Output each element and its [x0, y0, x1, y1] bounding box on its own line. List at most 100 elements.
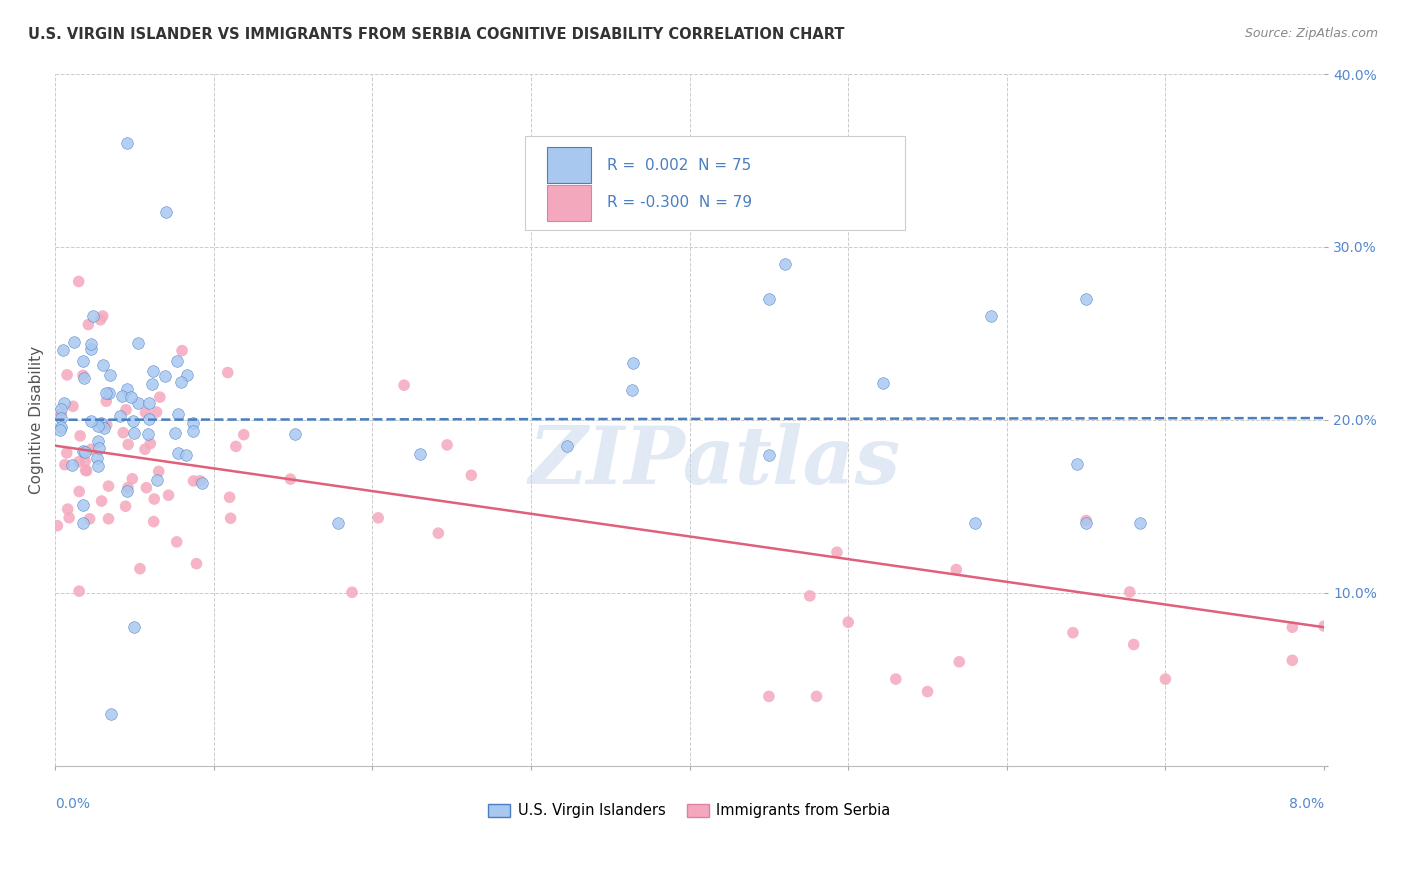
- Point: [97, 479, 120, 493]
- Point: [96, 394, 118, 409]
- Point: [1122, 638, 1144, 652]
- Point: [917, 684, 939, 698]
- Point: [872, 376, 894, 391]
- Point: [80, 414, 103, 428]
- Point: [111, 389, 134, 403]
- Point: [460, 468, 482, 483]
- Point: [143, 491, 166, 506]
- Point: [326, 516, 349, 531]
- Point: [166, 535, 188, 549]
- Point: [87, 441, 110, 455]
- Point: [1074, 514, 1097, 528]
- Point: [758, 690, 780, 704]
- Point: [87, 434, 110, 448]
- Point: [145, 405, 167, 419]
- Point: [82, 309, 104, 323]
- Point: [945, 562, 967, 576]
- Text: R =  0.002  N = 75: R = 0.002 N = 75: [607, 158, 751, 173]
- Point: [1074, 292, 1097, 306]
- Point: [112, 425, 135, 440]
- Point: [93, 421, 115, 435]
- Point: [799, 589, 821, 603]
- Point: [166, 407, 188, 421]
- Legend: U.S. Virgin Islanders, Immigrants from Serbia: U.S. Virgin Islanders, Immigrants from S…: [482, 797, 897, 824]
- Point: [117, 437, 139, 451]
- Point: [217, 366, 239, 380]
- Point: [129, 562, 152, 576]
- Point: [806, 690, 828, 704]
- Point: [75, 454, 97, 468]
- Point: [367, 511, 389, 525]
- Point: [117, 481, 139, 495]
- Point: [67, 584, 90, 599]
- Point: [96, 417, 118, 432]
- Point: [1119, 585, 1142, 599]
- Point: [758, 448, 780, 462]
- Point: [1062, 625, 1084, 640]
- Point: [884, 672, 907, 686]
- Point: [166, 354, 188, 368]
- Point: [49, 402, 72, 417]
- Point: [128, 396, 150, 410]
- Point: [86, 450, 108, 465]
- Point: [139, 436, 162, 450]
- Point: [62, 334, 84, 349]
- Point: [980, 309, 1002, 323]
- Point: [340, 585, 363, 599]
- Point: [90, 416, 112, 430]
- Point: [73, 371, 96, 385]
- Text: U.S. VIRGIN ISLANDER VS IMMIGRANTS FROM SERBIA COGNITIVE DISABILITY CORRELATION : U.S. VIRGIN ISLANDER VS IMMIGRANTS FROM …: [28, 27, 845, 42]
- Point: [141, 376, 163, 391]
- Point: [138, 395, 160, 409]
- Point: [72, 498, 94, 512]
- Point: [49, 420, 72, 434]
- Text: 8.0%: 8.0%: [1289, 797, 1324, 811]
- Point: [427, 526, 450, 541]
- Point: [155, 205, 177, 219]
- Point: [114, 500, 136, 514]
- Point: [392, 378, 415, 392]
- Point: [98, 368, 121, 383]
- Point: [72, 368, 94, 383]
- Point: [837, 615, 859, 630]
- FancyBboxPatch shape: [524, 136, 905, 229]
- Point: [67, 484, 90, 499]
- Point: [80, 342, 103, 356]
- Point: [142, 515, 165, 529]
- Point: [120, 390, 142, 404]
- Point: [157, 488, 180, 502]
- Point: [1129, 516, 1152, 531]
- Point: [67, 275, 90, 289]
- Point: [188, 474, 211, 488]
- FancyBboxPatch shape: [547, 185, 591, 220]
- Point: [55, 446, 77, 460]
- Point: [555, 438, 578, 452]
- Point: [56, 368, 79, 382]
- Point: [80, 442, 103, 457]
- Text: Source: ZipAtlas.com: Source: ZipAtlas.com: [1244, 27, 1378, 40]
- Point: [62, 399, 84, 413]
- Point: [136, 426, 159, 441]
- Point: [191, 475, 214, 490]
- Point: [52, 396, 75, 410]
- Point: [121, 472, 143, 486]
- Point: [758, 292, 780, 306]
- Point: [219, 511, 242, 525]
- Point: [62, 458, 84, 472]
- Point: [115, 382, 138, 396]
- Point: [134, 406, 156, 420]
- Point: [135, 481, 157, 495]
- Point: [94, 386, 117, 401]
- Point: [948, 655, 970, 669]
- Point: [1281, 620, 1303, 634]
- Point: [218, 490, 240, 504]
- Point: [100, 706, 122, 721]
- Point: [146, 473, 169, 487]
- Point: [69, 429, 91, 443]
- Point: [87, 459, 110, 474]
- Point: [58, 510, 80, 524]
- Point: [75, 444, 97, 458]
- Point: [97, 512, 120, 526]
- Point: [149, 390, 172, 404]
- Point: [76, 464, 98, 478]
